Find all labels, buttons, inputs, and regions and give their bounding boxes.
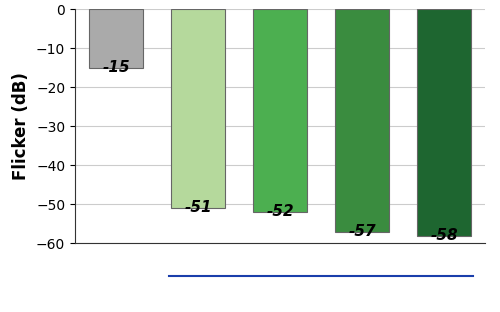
Text: -15: -15: [102, 60, 130, 75]
Bar: [254, 9, 306, 212]
Text: -58: -58: [430, 228, 458, 243]
Bar: [172, 9, 224, 208]
Bar: [336, 9, 388, 232]
Bar: [90, 9, 142, 68]
Text: -51: -51: [184, 201, 212, 216]
Text: -52: -52: [266, 204, 294, 219]
Bar: [418, 9, 470, 236]
Text: -57: -57: [348, 224, 376, 239]
Y-axis label: Flicker (dB): Flicker (dB): [12, 72, 30, 180]
